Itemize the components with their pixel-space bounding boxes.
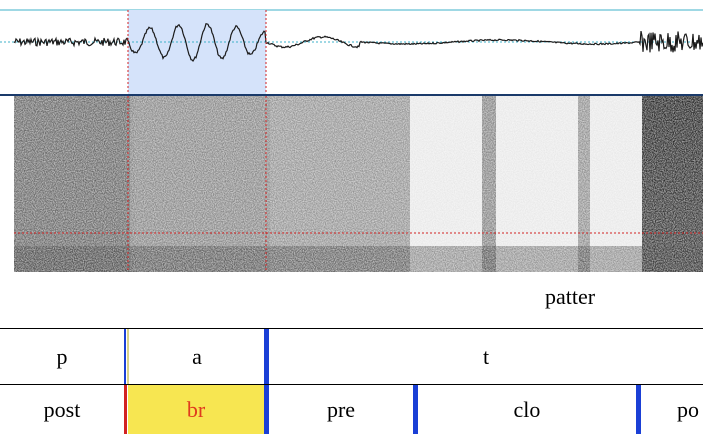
phone-cell-p[interactable]: p — [56, 344, 68, 369]
phone-boundary[interactable] — [264, 329, 269, 385]
word-label[interactable]: patter — [544, 284, 596, 309]
phone-boundary-thin[interactable] — [127, 329, 129, 385]
subphone-boundary[interactable] — [264, 385, 269, 434]
subphone-boundary[interactable] — [124, 385, 127, 434]
phone-cell-a[interactable]: a — [192, 344, 202, 369]
subphone-cell-pre[interactable]: pre — [326, 396, 356, 422]
phone-cell-t[interactable]: t — [482, 344, 490, 369]
waveform-trace — [13, 23, 703, 62]
subphone-boundary[interactable] — [413, 385, 418, 434]
subphone-cell-post[interactable]: post — [43, 396, 81, 422]
phone-boundary[interactable] — [124, 329, 126, 385]
subphone-cell-br-selected[interactable]: br — [128, 385, 264, 434]
spectrogram-panel[interactable] — [0, 96, 703, 276]
waveform-panel[interactable] — [0, 0, 703, 96]
subphone-boundary[interactable] — [636, 385, 641, 434]
phone-tier: p a t — [0, 328, 703, 385]
subphone-cell-clo[interactable]: clo — [513, 396, 541, 422]
subphone-tier: post br pre clo po — [0, 384, 703, 434]
subphone-cell-po[interactable]: po — [677, 396, 699, 422]
